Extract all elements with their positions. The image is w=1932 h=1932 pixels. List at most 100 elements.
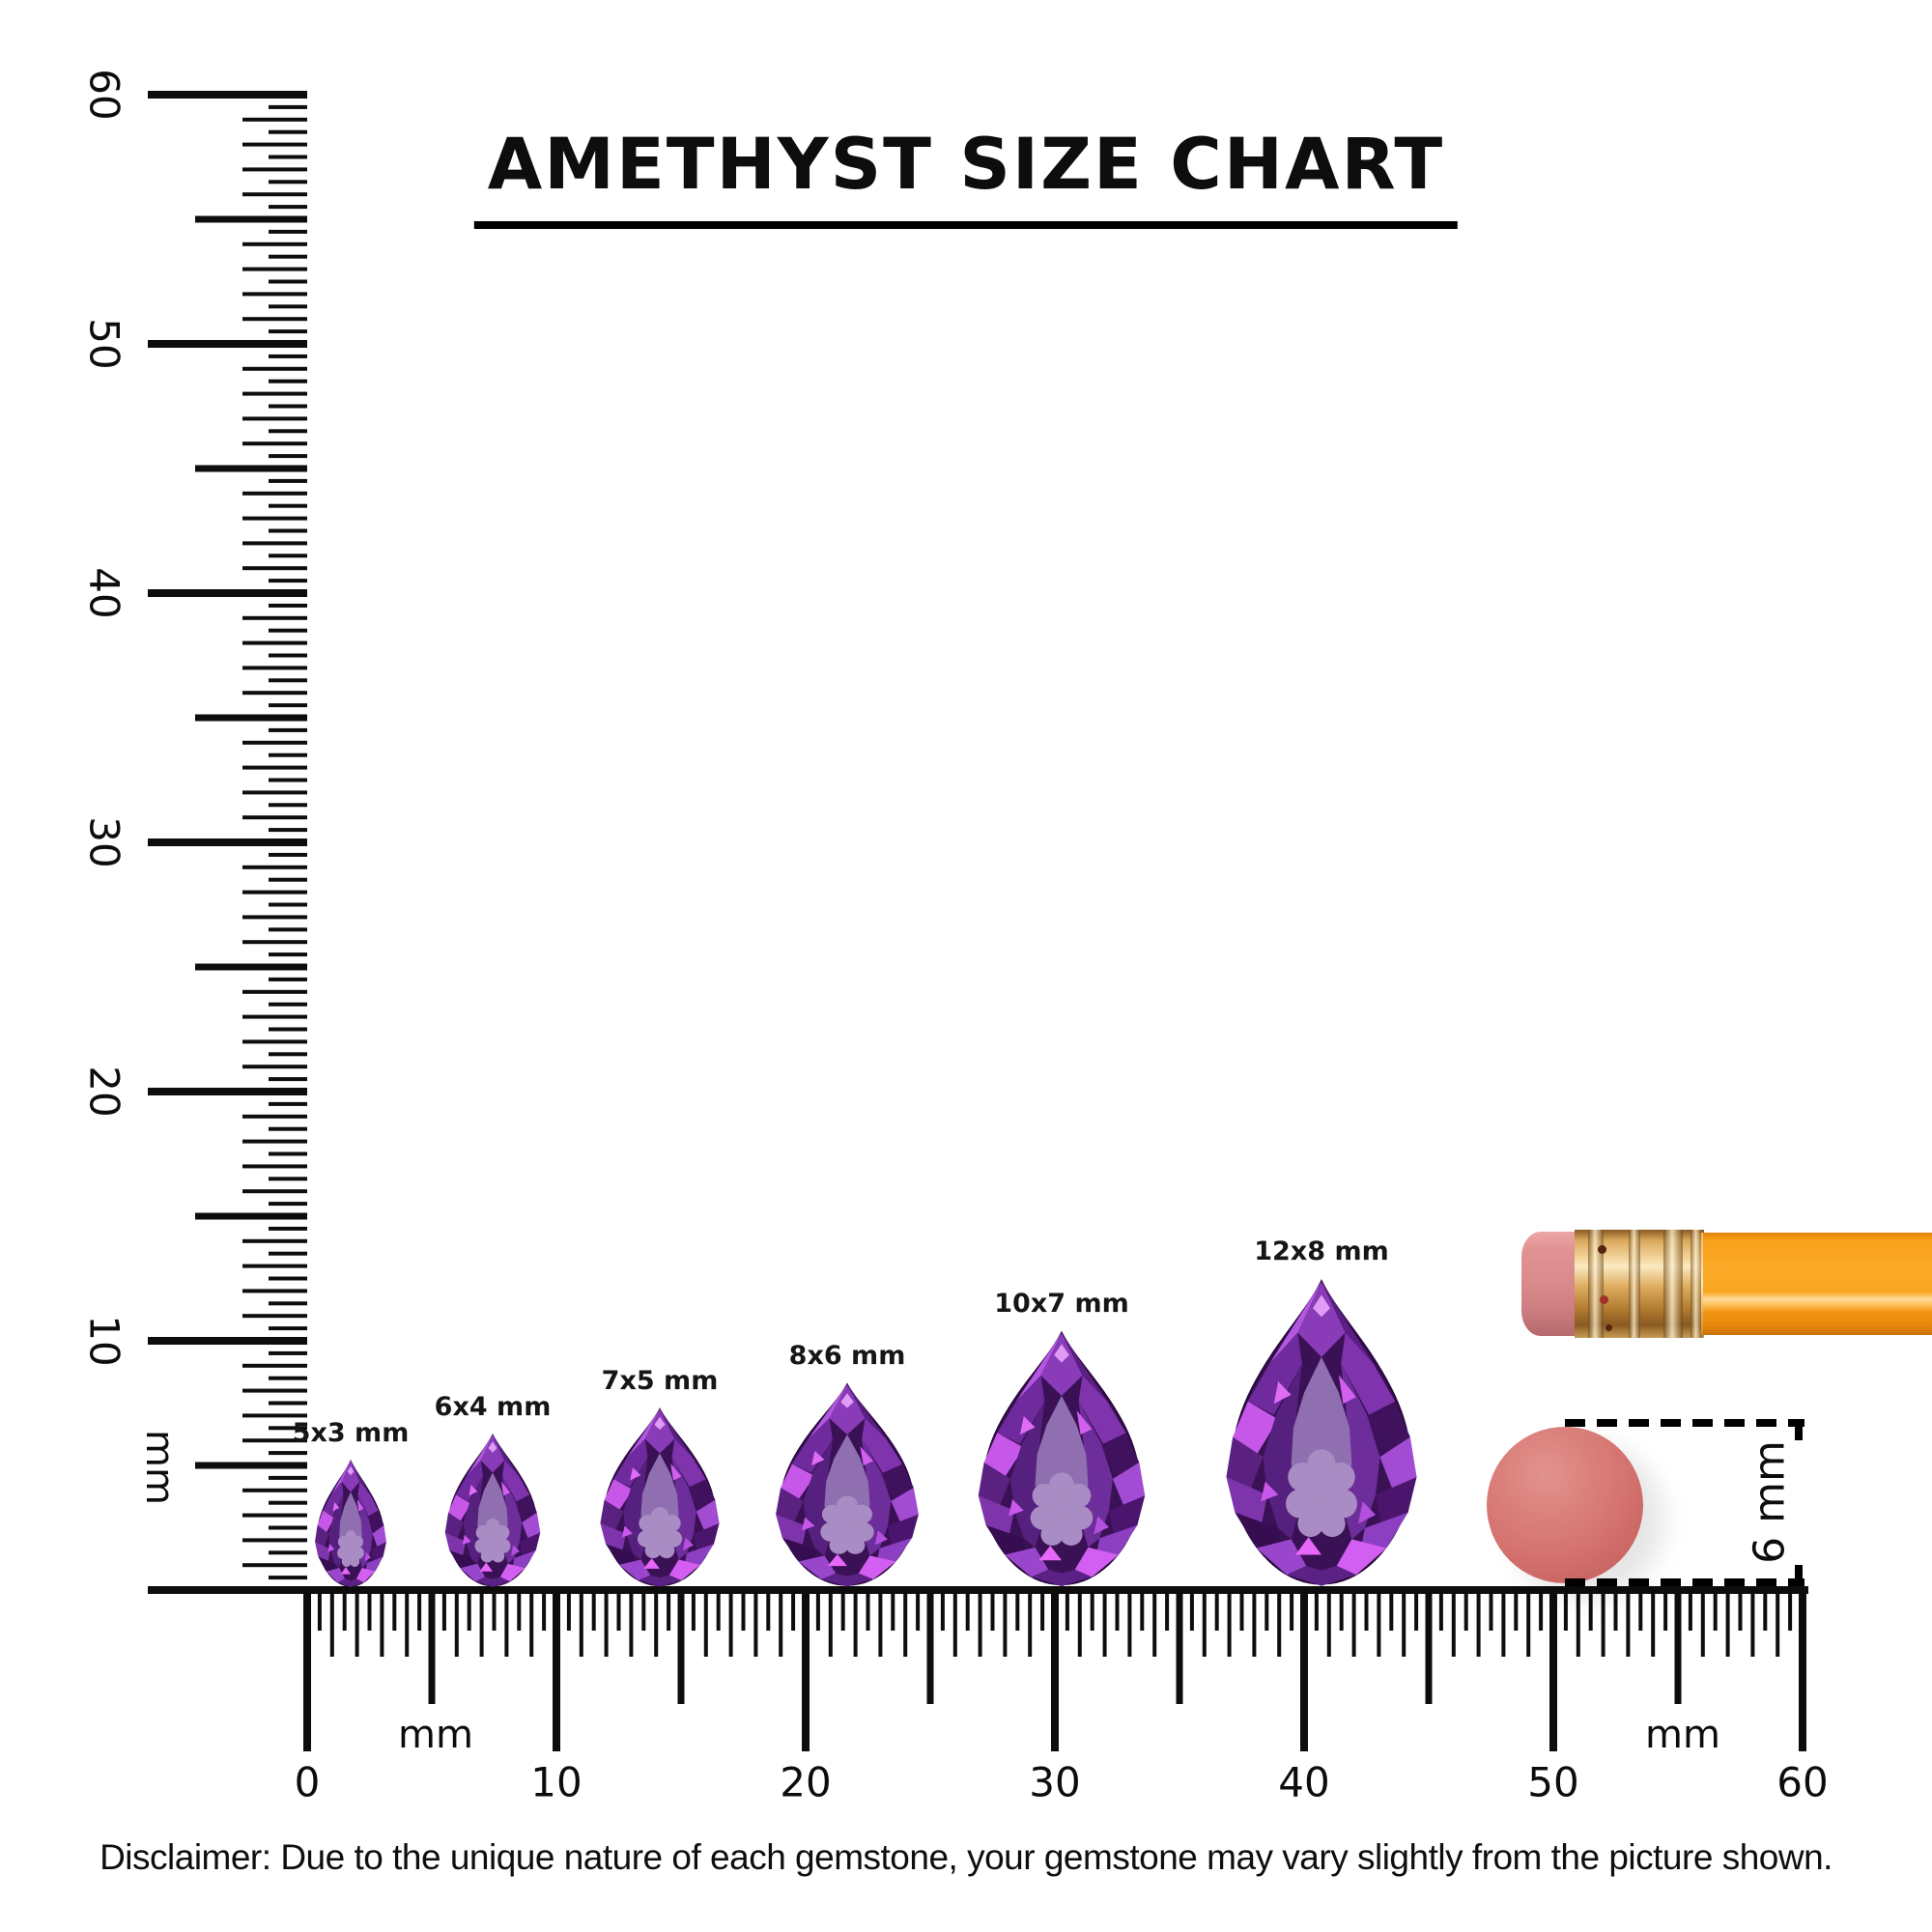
ruler-tick [753,1592,758,1657]
amethyst-gem-graphic [967,1329,1156,1588]
ruler-tick [1065,1592,1069,1631]
ruler-tick [242,989,307,994]
ruler-tick [269,703,307,708]
ruler-tick [517,1592,522,1631]
ruler-tick [269,977,307,981]
ruler-tick [1314,1592,1319,1631]
ruler-tick [148,91,307,99]
ruler-tick [242,1065,307,1069]
ruler-tick [242,192,307,197]
ruler-tick [242,740,307,745]
ruler-tick [269,1027,307,1032]
disclaimer-text: Disclaimer: Due to the unique nature of … [99,1837,1833,1877]
ruler-tick [766,1592,771,1631]
ruler-tick [1264,1592,1269,1631]
ruler-tick [1176,1592,1183,1704]
ruler-tick [940,1592,945,1631]
ruler-tick [269,1052,307,1057]
ruler-tick [242,1513,307,1518]
amethyst-gem-graphic [1213,1277,1430,1588]
ruler-tick [269,554,307,558]
reference-dimension-label: 6 mm [1745,1440,1795,1564]
ruler-tick [242,1289,307,1293]
ruler-tick [1090,1592,1094,1631]
ruler-tick [1351,1592,1356,1657]
ruler-tick [1326,1592,1331,1657]
ruler-tick [269,1002,307,1007]
ruler-tick [242,1039,307,1044]
ruler-tick [1051,1592,1059,1751]
ruler-tick [1501,1592,1506,1657]
ruler-tick [492,1592,497,1631]
ruler-tick [1189,1592,1194,1631]
ruler-tick [242,441,307,446]
ruler-tick [242,391,307,396]
ruler-tick [269,503,307,508]
ruler-tick [691,1592,696,1631]
ruler-tick [1015,1592,1020,1631]
ruler-tick [269,1301,307,1306]
ruler-tick [242,366,307,371]
ruler-tick [269,155,307,159]
ruler-tick [269,852,307,857]
h-ruler-label-0: 0 [294,1758,321,1806]
ruler-tick [269,454,307,459]
ruler-tick [269,753,307,757]
ruler-tick [1476,1592,1481,1657]
eraser-reference-circle [1487,1427,1643,1583]
amethyst-gem-graphic [439,1433,547,1588]
ruler-tick [1700,1592,1705,1657]
ruler-tick [269,1326,307,1331]
ruler-tick [242,1563,307,1568]
ruler-tick [454,1592,459,1657]
ruler-tick [329,1592,334,1657]
ruler-tick [242,167,307,172]
ruler-tick [579,1592,583,1657]
ruler-tick [1003,1592,1008,1657]
ruler-tick [269,1525,307,1530]
ruler-tick [1539,1592,1544,1631]
ruler-tick [965,1592,970,1631]
ruler-tick [1763,1592,1768,1631]
ruler-tick [1674,1592,1682,1704]
amethyst-gem-graphic [766,1381,928,1588]
ruler-tick [405,1592,410,1657]
ruler-tick [542,1592,547,1631]
pencil-eraser [1521,1232,1581,1336]
ruler-tick [791,1592,796,1631]
ruler-tick [269,429,307,434]
ruler-tick [269,678,307,683]
ruler-tick [1451,1592,1456,1657]
ruler-tick [802,1592,810,1751]
h-ruler-unit-mm-left: mm [398,1713,473,1757]
h-ruler-unit-mm-right: mm [1645,1713,1720,1757]
ruler-tick [269,727,307,732]
ruler-tick [741,1592,746,1631]
ruler-tick [1040,1592,1045,1631]
ruler-tick [242,615,307,620]
ruler-tick [1115,1592,1120,1631]
ruler-tick [269,952,307,957]
ruler-tick [1613,1592,1618,1631]
ruler-tick [878,1592,883,1657]
gem-10x7mm [967,1329,1156,1588]
ruler-tick [242,1264,307,1268]
dimension-dash-top [1565,1419,1804,1427]
ruler-tick [1202,1592,1207,1657]
ruler-tick [195,1212,307,1220]
ruler-tick [1377,1592,1381,1657]
ruler-tick [903,1592,908,1657]
ruler-tick [1277,1592,1282,1657]
ruler-tick [978,1592,982,1657]
ruler-tick [1300,1592,1308,1751]
ruler-tick [195,963,307,971]
ruler-tick [148,1088,307,1095]
ruler-tick [148,340,307,348]
ruler-tick [269,254,307,259]
ruler-tick [467,1592,471,1631]
ruler-tick [916,1592,921,1631]
ruler-tick [1799,1592,1806,1751]
ruler-tick [1514,1592,1519,1631]
gem-size-label: 7x5 mm [601,1366,719,1396]
